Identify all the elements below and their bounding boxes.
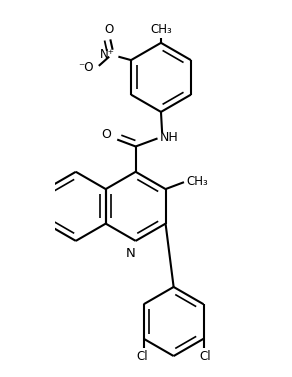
- Text: NH: NH: [160, 131, 179, 144]
- Text: O: O: [105, 23, 114, 36]
- Text: N⁺: N⁺: [100, 48, 115, 61]
- Text: ⁻O: ⁻O: [79, 61, 94, 74]
- Text: CH₃: CH₃: [186, 175, 208, 187]
- Text: CH₃: CH₃: [150, 23, 172, 36]
- Text: N: N: [126, 247, 136, 260]
- Text: Cl: Cl: [137, 350, 148, 363]
- Text: O: O: [102, 129, 112, 141]
- Text: Cl: Cl: [199, 350, 211, 363]
